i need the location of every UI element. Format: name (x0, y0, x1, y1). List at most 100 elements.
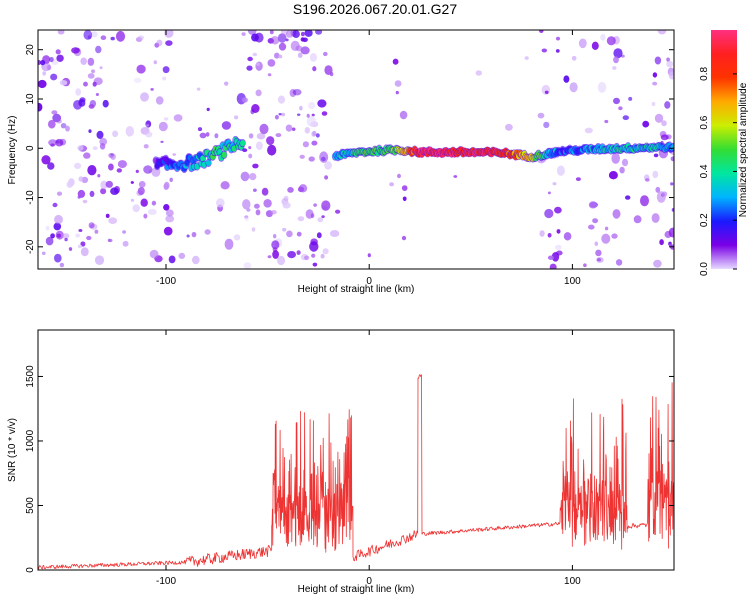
noise-blob (205, 132, 210, 137)
noise-blob (571, 55, 577, 61)
noise-blob (392, 58, 399, 65)
noise-blob (286, 230, 293, 238)
noise-blob (282, 202, 291, 209)
noise-blob (541, 48, 547, 53)
noise-blob (251, 227, 256, 232)
noise-blob (292, 30, 300, 39)
noise-blob (99, 66, 103, 70)
spectrogram-x-tick-label: 0 (366, 276, 372, 287)
noise-blob (661, 191, 668, 197)
noise-blob (621, 158, 629, 167)
noise-blob (272, 250, 279, 259)
noise-blob (233, 234, 241, 241)
noise-blob (136, 64, 146, 74)
noise-blob (255, 209, 261, 216)
noise-blob (563, 232, 572, 241)
noise-blob (47, 162, 55, 170)
noise-blob (556, 229, 561, 234)
noise-blob (299, 105, 303, 111)
noise-blob (100, 35, 107, 40)
noise-blob (137, 187, 145, 195)
noise-blob (77, 244, 82, 249)
noise-blob (575, 177, 581, 182)
noise-blob (246, 208, 251, 212)
spectrogram-y-tick-label: -10 (25, 190, 36, 205)
noise-blob (135, 169, 139, 173)
noise-blob (321, 200, 331, 211)
noise-blob (304, 30, 313, 37)
noise-blob (309, 53, 317, 62)
noise-blob (591, 41, 599, 50)
noise-blob (505, 123, 513, 131)
colorbar: 0.0 0.2 0.4 0.6 0.8 Normalized spectral ampl… (699, 30, 749, 276)
snr-y-axis-title: SNR (10 * v/v) (7, 418, 18, 482)
noise-blob (308, 156, 315, 162)
noise-blob (40, 59, 46, 66)
noise-blob (88, 222, 95, 229)
noise-blob (321, 111, 328, 116)
noise-blob (317, 217, 324, 223)
noise-blob (657, 30, 667, 35)
noise-blob (277, 255, 286, 266)
noise-blob (250, 109, 255, 115)
noise-blob (49, 56, 54, 63)
snr-y-tick-label: 0 (25, 567, 36, 573)
noise-blob (108, 238, 113, 243)
snr-x-tick-label: -100 (156, 576, 176, 587)
signal-blob (240, 140, 246, 147)
spectrogram-x-tick-label: 100 (564, 276, 581, 287)
noise-blob (53, 222, 62, 231)
spectrogram-y-tick-label: 0 (25, 145, 36, 151)
noise-blob (277, 33, 287, 43)
noise-blob (664, 101, 671, 109)
noise-blob (105, 180, 114, 188)
noise-blob (100, 188, 107, 195)
noise-blob (664, 230, 672, 239)
noise-blob (261, 187, 269, 196)
noise-blob (246, 65, 253, 71)
noise-blob (251, 33, 259, 42)
noise-blob (52, 113, 62, 123)
noise-blob (248, 133, 254, 139)
noise-blob (108, 217, 118, 224)
noise-blob (83, 30, 93, 40)
noise-blob (544, 90, 549, 95)
noise-blob (38, 102, 43, 112)
noise-blob (311, 253, 316, 258)
noise-blob (613, 97, 620, 105)
noise-blob (321, 215, 325, 219)
noise-blob (57, 30, 65, 35)
noise-blob (297, 186, 305, 193)
spectrogram-x-axis-title: Height of straight line (km) (298, 284, 415, 295)
noise-blob (263, 199, 272, 208)
noise-blob (552, 182, 557, 186)
noise-blob (73, 100, 83, 110)
noise-blob (287, 187, 294, 193)
noise-blob (163, 117, 169, 121)
noise-blob (475, 70, 482, 76)
noise-blob (150, 88, 154, 91)
noise-blob (597, 81, 607, 93)
noise-blob (247, 56, 253, 62)
noise-blob (59, 138, 67, 146)
noise-blob (596, 257, 604, 263)
noise-blob (143, 213, 148, 219)
noise-blob (311, 140, 318, 146)
noise-blob (297, 113, 301, 116)
noise-blob (55, 49, 61, 55)
noise-blob (653, 153, 659, 158)
noise-blob (628, 96, 633, 101)
spectrogram-y-tick-label: -20 (25, 239, 36, 254)
noise-blob (252, 52, 258, 57)
noise-blob (249, 173, 257, 181)
noise-blob (87, 73, 95, 79)
colorbar-gradient (711, 30, 737, 269)
noise-blob (296, 231, 302, 237)
spectrogram-noise-layer (38, 30, 674, 269)
noise-blob (549, 263, 557, 269)
noise-blob (42, 251, 46, 255)
noise-blob (71, 47, 80, 54)
noise-blob (108, 163, 114, 171)
